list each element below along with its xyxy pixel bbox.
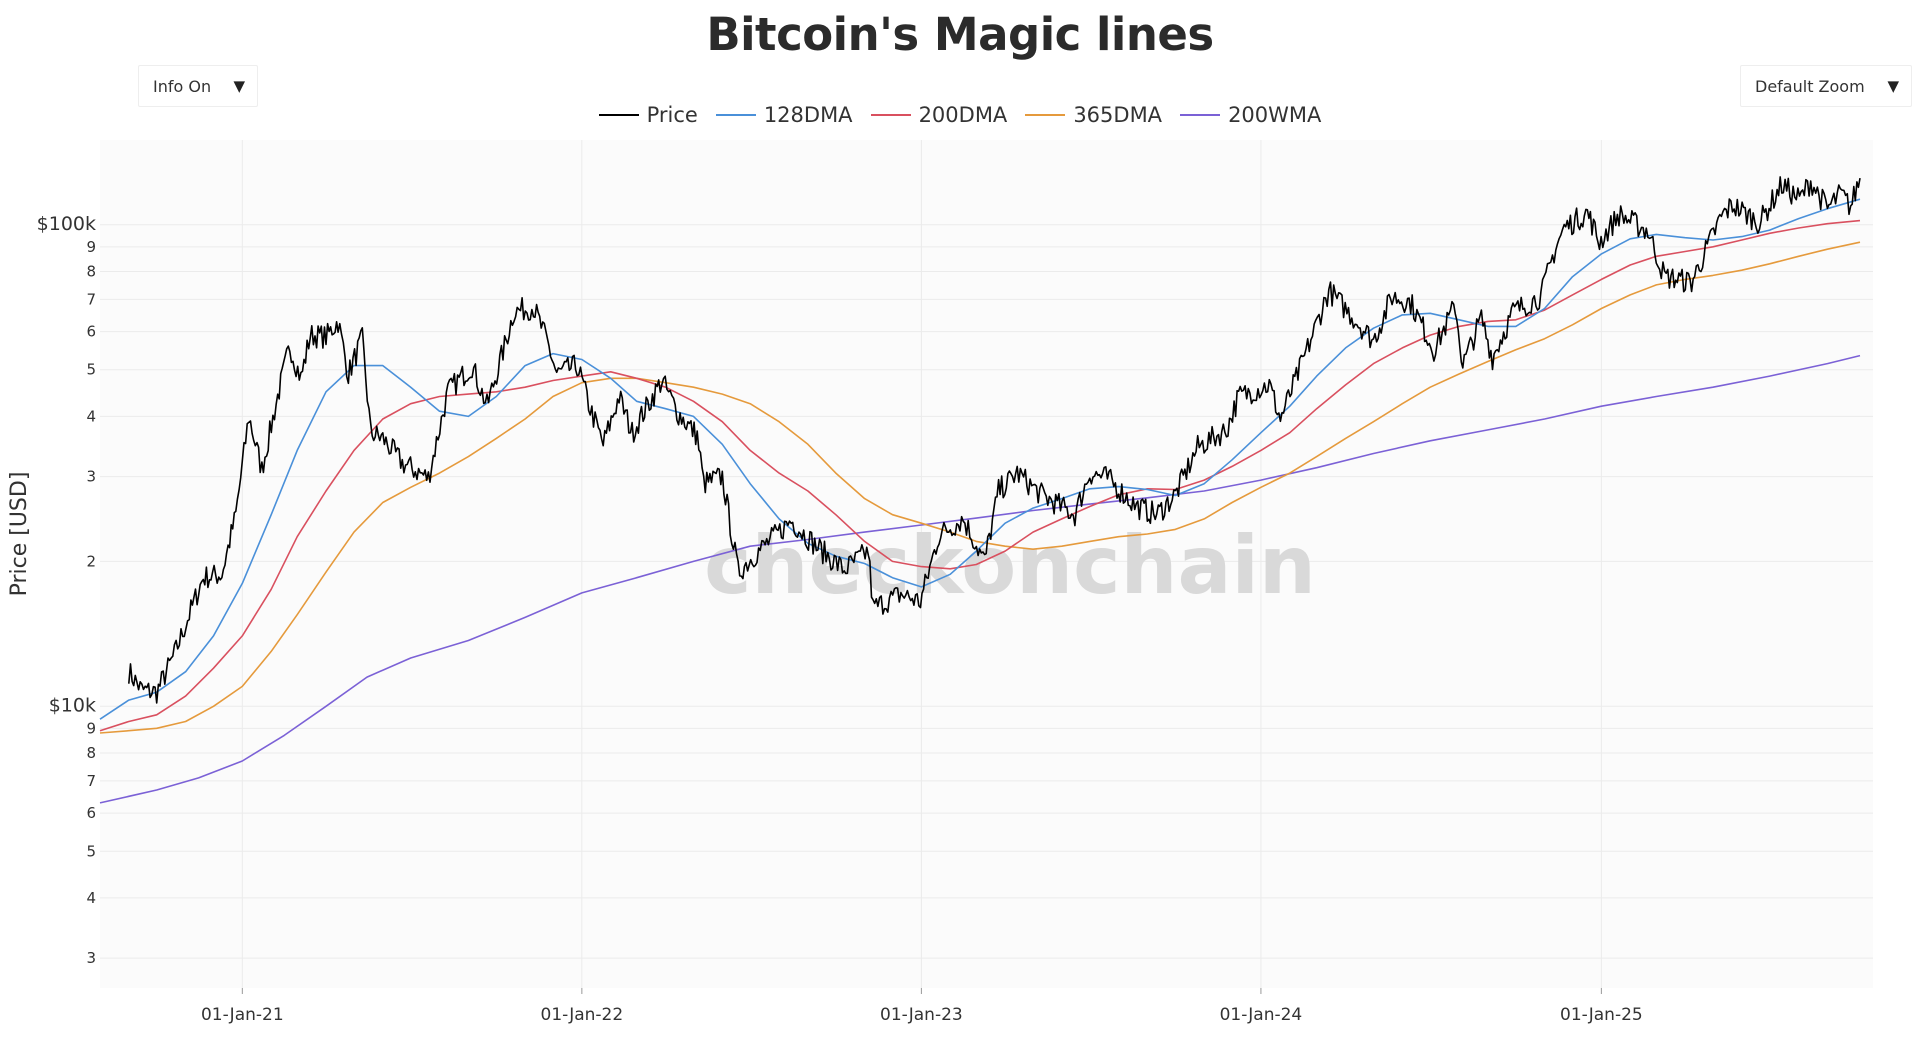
y-tick-label: 7 xyxy=(86,290,96,308)
y-tick-label: $10k xyxy=(49,694,96,716)
legend-label: Price xyxy=(646,103,698,127)
legend-label: 200WMA xyxy=(1228,103,1322,127)
y-tick-label: 8 xyxy=(86,262,96,280)
legend-swatch xyxy=(1180,114,1221,116)
y-tick-label: 5 xyxy=(86,361,96,379)
legend-item-128dma[interactable]: 128DMA xyxy=(715,103,853,127)
info-toggle-dropdown[interactable]: Info On ▼ xyxy=(138,65,258,107)
y-tick-label: 9 xyxy=(86,719,96,737)
chart-legend: Price 128DMA 200DMA 365DMA 200WMA xyxy=(0,103,1920,127)
legend-item-200dma[interactable]: 200DMA xyxy=(870,103,1008,127)
y-tick-label: $100k xyxy=(37,213,96,235)
dropdown-arrow-icon: ▼ xyxy=(233,77,245,95)
y-tick-label: 5 xyxy=(86,842,96,860)
legend-swatch xyxy=(598,114,639,116)
legend-item-price[interactable]: Price xyxy=(598,103,698,127)
y-tick-label: 7 xyxy=(86,772,96,790)
zoom-dropdown-label: Default Zoom xyxy=(1755,76,1865,96)
y-tick-label: 2 xyxy=(86,552,96,570)
chart-title: Bitcoin's Magic lines xyxy=(706,8,1214,61)
series-line-200wma xyxy=(99,354,1861,804)
legend-swatch xyxy=(870,114,911,116)
x-tick-label: 01-Jan-22 xyxy=(541,1005,624,1025)
x-tick-label: 01-Jan-25 xyxy=(1560,1005,1643,1025)
legend-swatch xyxy=(715,114,756,116)
dropdown-arrow-icon: ▼ xyxy=(1887,77,1899,95)
legend-label: 200DMA xyxy=(918,103,1008,127)
x-tick-label: 01-Jan-24 xyxy=(1220,1005,1303,1025)
x-tick-label: 01-Jan-23 xyxy=(880,1005,963,1025)
y-tick-label: 8 xyxy=(86,744,96,762)
y-tick-label: 4 xyxy=(86,407,96,425)
legend-label: 365DMA xyxy=(1073,103,1163,127)
series-line-200dma xyxy=(99,219,1861,732)
series-line-price xyxy=(128,176,1861,704)
y-tick-label: 6 xyxy=(86,323,96,341)
y-tick-label: 3 xyxy=(86,468,96,486)
legend-swatch xyxy=(1025,114,1066,116)
info-dropdown-label: Info On xyxy=(153,76,212,96)
y-tick-label: 9 xyxy=(86,238,96,256)
watermark: checkonchain xyxy=(704,519,1316,612)
zoom-dropdown[interactable]: Default Zoom ▼ xyxy=(1740,65,1912,107)
plot-area xyxy=(100,140,1873,988)
series-line-365dma xyxy=(99,241,1861,734)
legend-label: 128DMA xyxy=(763,103,853,127)
y-tick-label: 3 xyxy=(86,949,96,967)
y-tick-label: 6 xyxy=(86,804,96,822)
y-axis-label: Price [USD] xyxy=(7,472,32,597)
legend-item-200wma[interactable]: 200WMA xyxy=(1180,103,1321,127)
x-tick-label: 01-Jan-21 xyxy=(201,1005,284,1025)
y-tick-label: 4 xyxy=(86,889,96,907)
series-line-128dma xyxy=(99,198,1861,720)
legend-item-365dma[interactable]: 365DMA xyxy=(1025,103,1162,127)
